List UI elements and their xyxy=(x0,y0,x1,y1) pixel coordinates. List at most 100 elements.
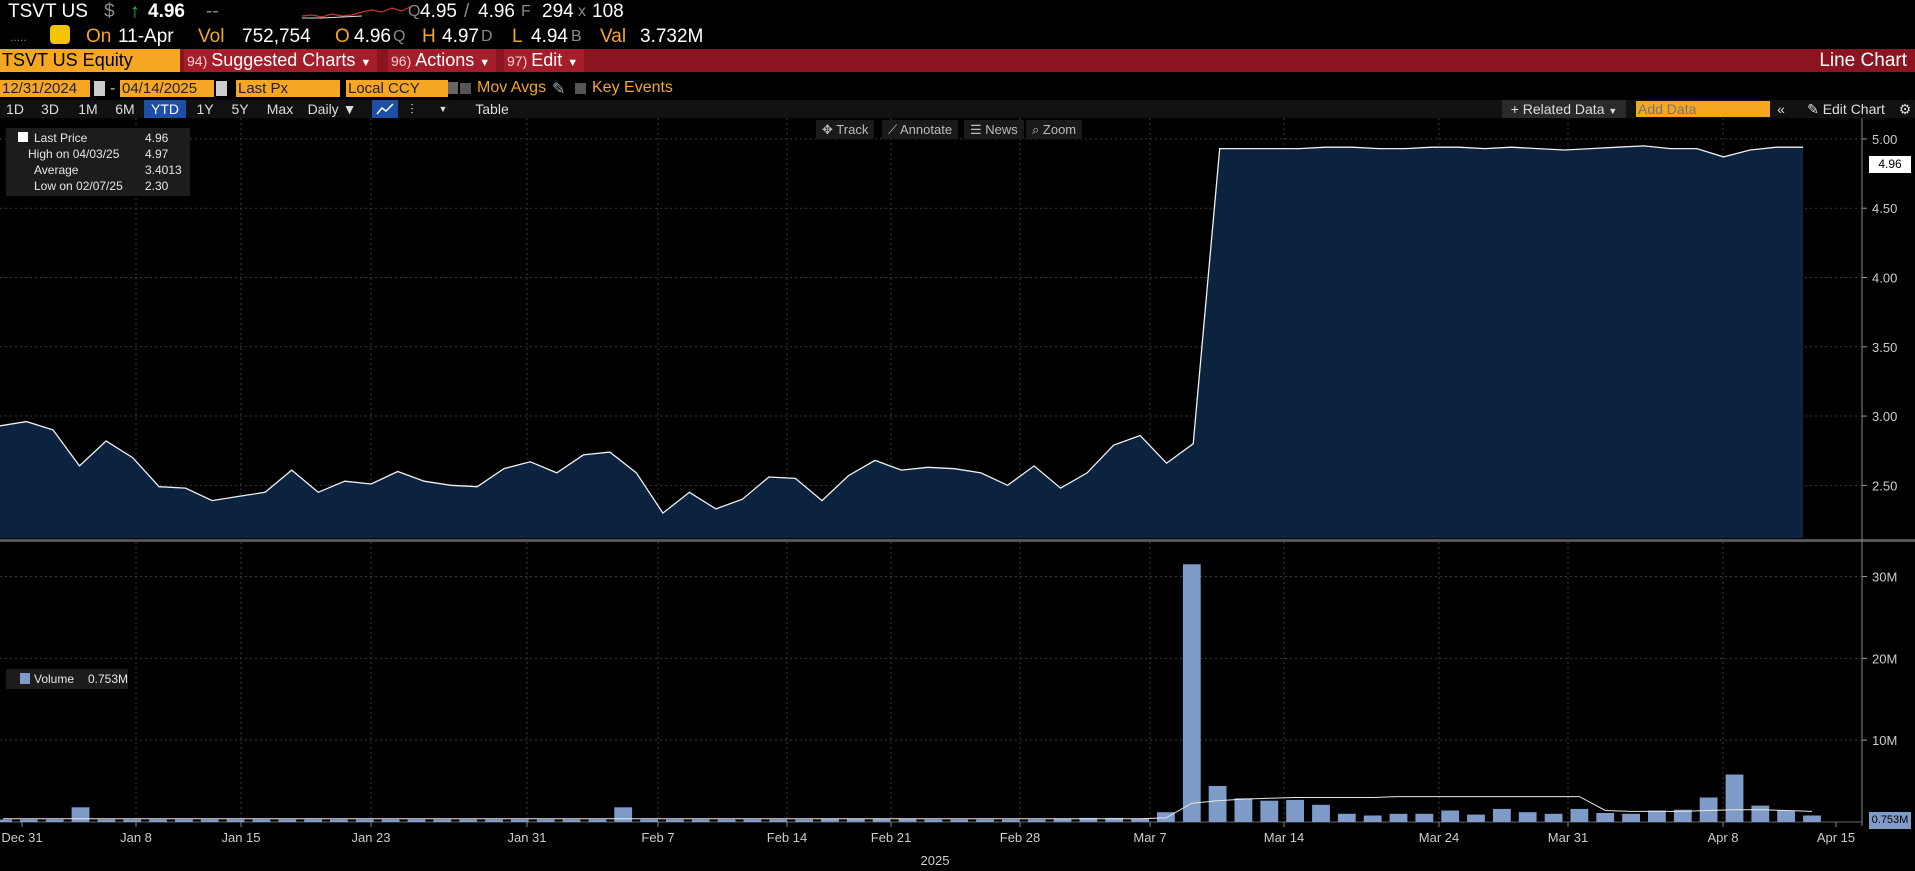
zoom-button[interactable]: ⌕ Zoom xyxy=(1026,120,1083,139)
chart-style-dropdown-icon[interactable]: ▼ xyxy=(438,104,448,114)
volume-bar xyxy=(846,818,865,822)
volume-bar xyxy=(226,819,245,822)
open-value: 4.96 xyxy=(354,26,391,47)
volume-axis: 10M 20M 30M xyxy=(1862,570,1897,748)
x-tick-label: Jan 31 xyxy=(507,830,546,845)
calendar-icon[interactable] xyxy=(216,81,227,96)
volume-bar xyxy=(200,819,219,822)
legend-last-label: Last Price xyxy=(34,131,88,145)
on-label: On xyxy=(86,26,112,47)
volume-bar xyxy=(175,819,193,822)
line-chart-icon[interactable] xyxy=(372,100,398,118)
chevron-down-icon: ▼ xyxy=(360,57,372,69)
bid: 4.95 xyxy=(420,1,457,22)
last-price: 4.96 xyxy=(148,1,185,22)
related-data-button[interactable]: + Related Data ▼ xyxy=(1502,100,1626,118)
annotate-button[interactable]: ⟋ Annotate xyxy=(882,120,959,139)
period-1m[interactable]: 1M xyxy=(78,101,98,117)
end-date-field[interactable]: 04/14/2025 xyxy=(120,80,214,97)
x-year-label: 2025 xyxy=(921,853,950,868)
period-1y[interactable]: 1Y xyxy=(196,101,214,117)
volume-legend-value: 0.753M xyxy=(88,672,129,686)
caret-down-icon: ▼ xyxy=(1608,106,1618,116)
currency-symbol: $ xyxy=(104,1,115,22)
edit-menu[interactable]: 97) Edit ▼ xyxy=(504,49,585,72)
suggested-charts-menu[interactable]: 94) Suggested Charts ▼ xyxy=(184,49,378,72)
volume-bar xyxy=(1673,809,1692,822)
volume-bar xyxy=(1777,810,1795,822)
volume-bar xyxy=(433,819,452,822)
period-ytd[interactable]: YTD xyxy=(144,100,186,118)
x-tick-label: Mar 7 xyxy=(1133,830,1166,845)
actions-menu[interactable]: 96) Actions ▼ xyxy=(388,49,497,72)
last-price-swatch xyxy=(18,132,28,142)
volume-bar xyxy=(149,819,167,822)
dropdown-icon[interactable] xyxy=(448,82,458,94)
period-5y[interactable]: 5Y xyxy=(231,101,249,117)
ask: 4.96 xyxy=(478,1,515,22)
x-tick-label: Mar 14 xyxy=(1264,830,1304,845)
volume-bar xyxy=(1337,813,1356,822)
volume-bar xyxy=(1208,786,1227,822)
volume-legend-label: Volume xyxy=(34,672,75,686)
volume-bar xyxy=(1622,813,1640,822)
quote-stats: ..... On 11-Apr Vol 752,754 O 4.96 Q H 4… xyxy=(0,24,1915,48)
volume-bar xyxy=(976,819,994,822)
price-area xyxy=(0,145,1803,538)
add-data-input[interactable] xyxy=(1636,101,1770,117)
frequency-selector[interactable]: Daily ▼ xyxy=(304,100,360,118)
open-label: O xyxy=(335,26,350,47)
volume-legend: Volume 0.753M xyxy=(6,669,128,689)
volume-bar xyxy=(1725,774,1744,822)
track-button[interactable]: ✥ Track xyxy=(816,120,875,139)
crosshair-icon: ✥ xyxy=(822,122,833,137)
field-selector[interactable]: Last Px xyxy=(236,80,340,97)
mov-avgs-label[interactable]: Mov Avgs xyxy=(477,79,547,96)
volume-bar xyxy=(717,819,736,822)
collapse-icon[interactable]: « xyxy=(1777,101,1785,117)
pencil-icon: ✎ xyxy=(1807,101,1819,117)
y-tick-label: 2.50 xyxy=(1872,478,1897,493)
time-icon xyxy=(50,25,70,44)
x-tick-label: Feb 7 xyxy=(641,830,674,845)
volume-bar xyxy=(588,819,607,822)
volume-bar xyxy=(459,819,478,822)
price-chart: 2.50 3.00 3.50 4.00 4.50 5.00 10M 20M 30M Dec 3… xyxy=(0,118,1915,868)
frequency-label: Daily xyxy=(307,101,339,117)
calendar-icon[interactable] xyxy=(94,81,105,96)
high-flag: D xyxy=(481,28,493,45)
volume-bar xyxy=(252,819,271,822)
high-value: 4.97 xyxy=(442,26,479,47)
x-tick-label: Feb 21 xyxy=(871,830,911,845)
period-6m[interactable]: 6M xyxy=(115,101,135,117)
volume-bar xyxy=(71,807,90,822)
start-date-field[interactable]: 12/31/2024 xyxy=(0,80,90,97)
period-3d[interactable]: 3D xyxy=(41,101,59,117)
v-tick-label: 30M xyxy=(1872,570,1897,585)
tool-label: Zoom xyxy=(1042,122,1077,137)
legend-low-label: Low on 02/07/25 xyxy=(34,179,123,193)
candlestick-icon[interactable]: ⫶ xyxy=(410,101,414,117)
security-field[interactable]: TSVT US Equity xyxy=(0,49,180,72)
edit-chart-button[interactable]: ✎ Edit Chart xyxy=(1796,100,1896,118)
pencil-icon[interactable]: ✎ xyxy=(552,81,566,98)
ticker[interactable]: TSVT US xyxy=(8,1,88,22)
mov-avgs-checkbox[interactable] xyxy=(460,83,471,94)
period-1d[interactable]: 1D xyxy=(6,101,24,117)
y-tick-label: 4.00 xyxy=(1872,270,1897,285)
key-events-label[interactable]: Key Events xyxy=(592,79,673,96)
news-button[interactable]: ☰ News xyxy=(964,120,1024,139)
period-max[interactable]: Max xyxy=(266,101,294,117)
gear-icon[interactable]: ⚙ xyxy=(1898,101,1912,117)
table-button[interactable]: Table xyxy=(475,101,509,117)
low-value: 4.94 xyxy=(531,26,568,47)
volume-bar xyxy=(1493,808,1511,822)
volume-bars xyxy=(0,564,1821,822)
key-events-checkbox[interactable] xyxy=(575,83,586,94)
tool-label: Track xyxy=(836,122,869,137)
currency-selector[interactable]: Local CCY xyxy=(346,80,448,97)
volume-bar xyxy=(381,819,400,822)
dashes: ..... xyxy=(10,30,27,44)
volume-bar xyxy=(0,819,12,822)
change: -- xyxy=(206,1,219,22)
